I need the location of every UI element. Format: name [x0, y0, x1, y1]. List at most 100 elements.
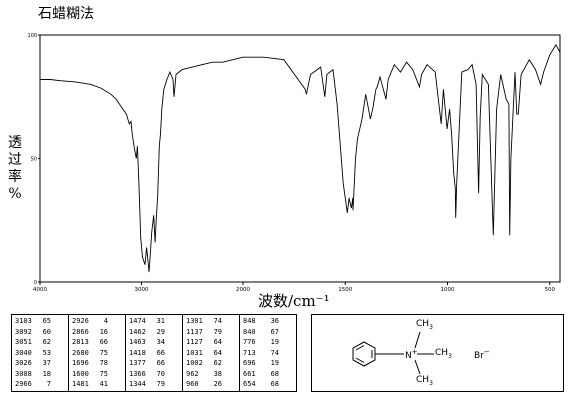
peak-table-column: 848 36 840 67 776 19 713 74 696 19 661 68 654 68	[239, 314, 297, 392]
peak-wavenumber: 1463	[129, 338, 146, 346]
peak-entry: 1600 75	[72, 369, 122, 380]
peak-transmittance: 74	[270, 348, 279, 357]
peak-transmittance: 75	[99, 348, 108, 357]
peak-transmittance: 62	[213, 359, 222, 367]
peak-wavenumber: 776	[243, 338, 256, 346]
peak-wavenumber: 2680	[72, 348, 89, 357]
peak-transmittance: 70	[156, 369, 165, 378]
peak-entry: 848 36	[243, 316, 293, 327]
peak-wavenumber: 1344	[129, 380, 146, 388]
structure-drawing	[352, 331, 434, 375]
nitrogen-charge: +	[411, 348, 418, 356]
peak-entry: 1462 29	[129, 327, 179, 338]
peak-wavenumber: 1137	[186, 327, 203, 336]
peak-entry: 1127 64	[186, 337, 236, 348]
peak-wavenumber: 960	[186, 380, 199, 388]
y-tick-label: 50	[31, 157, 37, 163]
peak-entry: 1377 66	[129, 358, 179, 369]
peak-transmittance: 65	[42, 317, 51, 325]
peak-entry: 3051 62	[15, 337, 65, 348]
peak-transmittance: 66	[99, 338, 108, 346]
peak-wavenumber: 1377	[129, 359, 146, 367]
peak-wavenumber: 3103	[15, 317, 32, 325]
peak-transmittance: 38	[213, 369, 222, 378]
peak-entry: 2813 66	[72, 337, 122, 348]
peak-transmittance: 64	[213, 348, 222, 357]
y-axis-ticks: 100 50 0	[27, 33, 40, 286]
peak-wavenumber: 661	[243, 369, 256, 378]
peak-wavenumber: 1031	[186, 348, 203, 357]
peak-wavenumber: 2866	[72, 327, 89, 336]
peak-table: 3103 65 3092 60 3051 62 3040 53 3026 37 3008 18 2966…	[11, 314, 297, 392]
peak-transmittance: 68	[270, 380, 279, 388]
peak-transmittance: 7	[46, 380, 51, 388]
peak-wavenumber: 696	[243, 359, 256, 367]
peak-transmittance: 64	[213, 338, 222, 346]
peak-wavenumber: 1462	[129, 327, 146, 336]
peak-entry: 2866 16	[72, 327, 122, 338]
peak-wavenumber: 2966	[15, 380, 32, 388]
peak-table-column: 1301 74 1137 79 1127 64 1031 64 1002 62 962 38 960 26	[182, 314, 240, 392]
peak-transmittance: 31	[156, 317, 165, 325]
peak-wavenumber: 1600	[72, 369, 89, 378]
peak-transmittance: 74	[213, 317, 222, 325]
peak-wavenumber: 840	[243, 327, 256, 336]
n-to-bottom-methyl-bond	[414, 359, 421, 375]
peak-entry: 2926 4	[72, 316, 122, 327]
x-tick-label: 4000	[33, 287, 47, 293]
peak-wavenumber: 962	[186, 369, 199, 378]
peak-transmittance: 29	[156, 327, 165, 336]
peak-wavenumber: 848	[243, 317, 256, 325]
peak-entry: 3026 37	[15, 358, 65, 369]
peak-entry: 1002 62	[186, 358, 236, 369]
peak-transmittance: 34	[156, 338, 165, 346]
peak-wavenumber: 3026	[15, 359, 32, 367]
peak-entry: 3040 53	[15, 348, 65, 359]
peak-transmittance: 37	[42, 359, 51, 367]
peak-wavenumber: 2926	[72, 317, 89, 325]
peak-wavenumber: 3092	[15, 327, 32, 336]
peak-entry: 1301 74	[186, 316, 236, 327]
peak-table-column: 2926 4 2866 16 2813 66 2680 75 1696 78 1600 75 1481 4…	[68, 314, 126, 392]
peak-entry: 840 67	[243, 327, 293, 338]
peak-wavenumber: 1481	[72, 380, 89, 388]
peak-entry: 1696 78	[72, 358, 122, 369]
peak-transmittance: 41	[99, 380, 108, 388]
peak-transmittance: 66	[156, 348, 165, 357]
peak-wavenumber: 1301	[186, 317, 203, 325]
peak-entry: 1031 64	[186, 348, 236, 359]
peak-transmittance: 75	[99, 369, 108, 378]
x-tick-label: 2000	[236, 287, 250, 293]
peak-wavenumber: 2813	[72, 338, 89, 346]
peak-wavenumber: 654	[243, 380, 256, 388]
peak-transmittance: 68	[270, 369, 279, 378]
peak-transmittance: 78	[99, 359, 108, 367]
peak-entry: 3092 60	[15, 327, 65, 338]
peak-wavenumber: 1418	[129, 348, 146, 357]
structure-box: N+ CH3 CH3 CH3 Br−	[311, 314, 564, 392]
peak-table-column: 3103 65 3092 60 3051 62 3040 53 3026 37 3008 18 2966…	[11, 314, 69, 392]
peak-transmittance: 79	[156, 380, 165, 388]
y-axis-label-char: %	[8, 186, 22, 202]
peak-entry: 661 68	[243, 369, 293, 380]
peak-entry: 1366 70	[129, 369, 179, 380]
peak-transmittance: 79	[213, 327, 222, 336]
peak-transmittance: 36	[270, 317, 279, 325]
peak-entry: 2680 75	[72, 348, 122, 359]
peak-wavenumber: 1002	[186, 359, 203, 367]
x-axis-label: 波数/cm⁻¹	[258, 292, 330, 310]
peak-wavenumber: 1127	[186, 338, 203, 346]
peak-entry: 962 38	[186, 369, 236, 380]
bromide-anion-label: Br−	[474, 348, 490, 361]
peak-entry: 1137 79	[186, 327, 236, 338]
x-tick-label: 1500	[338, 287, 352, 293]
peak-entry: 1463 34	[129, 337, 179, 348]
peak-transmittance: 53	[42, 348, 51, 357]
peak-transmittance: 18	[42, 369, 51, 378]
peak-transmittance: 67	[270, 327, 279, 336]
peak-table-column: 1474 31 1462 29 1463 34 1418 66 1377 66 1366 70 1344…	[125, 314, 183, 392]
peak-entry: 654 68	[243, 379, 293, 390]
peak-transmittance: 26	[213, 380, 222, 388]
nitrogen-atom-label: N+	[405, 348, 418, 361]
